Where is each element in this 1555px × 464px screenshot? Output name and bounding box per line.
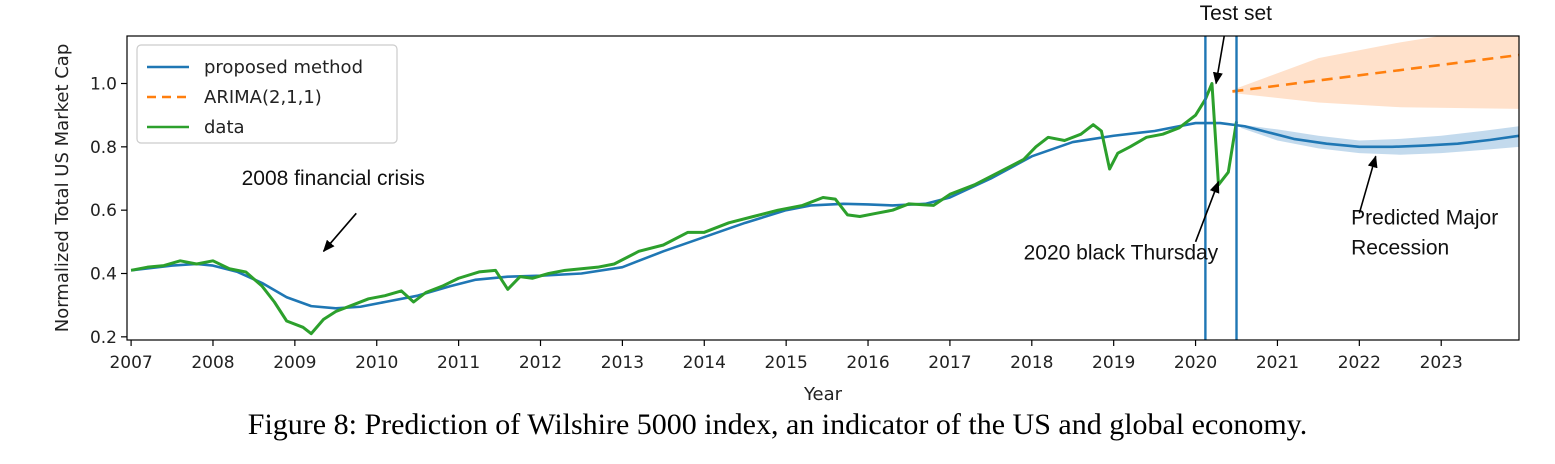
x-tick-label: 2022 <box>1338 353 1381 373</box>
x-tick-label: 2011 <box>437 353 480 373</box>
x-tick-label: 2020 <box>1174 353 1217 373</box>
legend-label-proposed-method: proposed method <box>204 57 363 78</box>
x-tick-label: 2018 <box>1010 353 1053 373</box>
x-tick-label: 2017 <box>928 353 971 373</box>
test-set-lines <box>1204 36 1238 340</box>
annotation-thursday-text: 2020 black Thursday <box>1024 241 1219 264</box>
x-axis: 2007 2008 2009 2010 2011 2012 2013 2014 2015 2016… <box>109 340 1463 373</box>
legend-label-data: data <box>204 117 245 138</box>
figure-caption: Figure 8: Prediction of Wilshire 5000 in… <box>247 408 1308 441</box>
y-tick-label: 0.4 <box>90 265 117 285</box>
annotation-recession-arrow <box>1358 155 1378 214</box>
x-tick-label: 2014 <box>683 353 726 373</box>
x-tick-label: 2007 <box>109 353 152 373</box>
x-tick-label: 2009 <box>273 353 316 373</box>
series-line-arima-2-1-1 <box>1232 53 1519 93</box>
x-tick-label: 2023 <box>1420 353 1463 373</box>
x-axis-title: Year <box>803 384 843 405</box>
y-axis-title: Normalized Total US Market Cap <box>52 44 73 333</box>
x-tick-label: 2010 <box>355 353 398 373</box>
legend-box <box>136 44 398 144</box>
y-axis: 0.2 0.4 0.6 0.8 1.0 <box>90 75 127 348</box>
x-tick-label: 2013 <box>601 353 644 373</box>
x-tick-label: 2019 <box>1092 353 1135 373</box>
x-tick-label: 2021 <box>1256 353 1299 373</box>
annotation-crisis-text: 2008 financial crisis <box>242 167 425 190</box>
annotation-recession-text: Predicted Major <box>1351 206 1498 229</box>
x-tick-label: 2015 <box>765 353 808 373</box>
y-tick-label: 1.0 <box>90 75 117 95</box>
x-tick-label: 2008 <box>191 353 234 373</box>
annotation-crisis-arrow <box>322 212 357 253</box>
annotation-test-text: Test set <box>1200 2 1273 25</box>
series-lines <box>130 53 1519 336</box>
annotations: 2008 financial crisis 2020 black Thursday… <box>242 2 1499 264</box>
legend: proposed method ARIMA(2,1,1) data <box>136 44 398 144</box>
y-tick-label: 0.2 <box>90 328 117 348</box>
legend-label-arima-2-1-1: ARIMA(2,1,1) <box>204 87 322 108</box>
y-tick-label: 0.8 <box>90 138 117 158</box>
band-proposed-method <box>1240 124 1519 155</box>
annotation-thursday-arrow <box>1194 180 1220 243</box>
annotation-recession-text: Recession <box>1351 236 1449 259</box>
series-line-data <box>130 82 1238 336</box>
series-line-proposed-method <box>130 121 1519 310</box>
chart: 2007 2008 2009 2010 2011 2012 2013 2014 2015 2016… <box>52 2 1520 405</box>
x-tick-label: 2012 <box>519 353 562 373</box>
x-tick-label: 2016 <box>846 353 889 373</box>
y-tick-label: 0.6 <box>90 201 117 221</box>
plot-frame <box>126 35 1520 341</box>
annotation-test-arrow <box>1212 35 1226 85</box>
